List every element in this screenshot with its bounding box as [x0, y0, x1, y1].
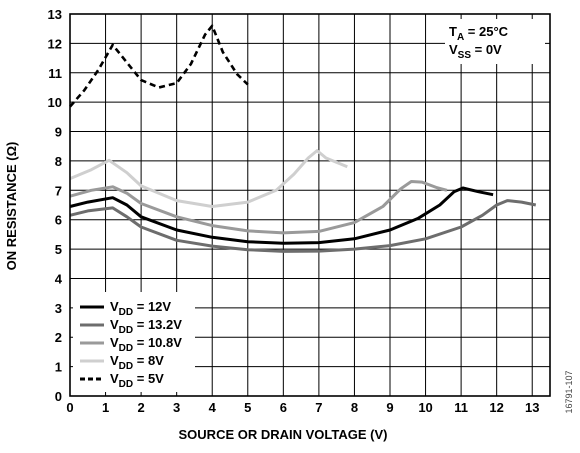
y-tick-label: 2 [55, 330, 62, 345]
x-tick-label: 4 [209, 400, 217, 415]
x-tick-label: 10 [418, 400, 432, 415]
x-tick-label: 8 [351, 400, 358, 415]
conditions-note-box [445, 19, 545, 64]
x-tick-labels: 0 1 2 3 4 5 6 7 8 9 10 11 12 13 [66, 400, 539, 415]
y-tick-label: 12 [48, 36, 62, 51]
y-axis-title: ON RESISTANCE (Ω) [4, 142, 19, 271]
y-tick-label: 8 [55, 154, 62, 169]
x-axis-title: SOURCE OR DRAIN VOLTAGE (V) [179, 427, 388, 442]
y-tick-label: 10 [48, 95, 62, 110]
x-tick-label: 3 [173, 400, 180, 415]
x-tick-label: 11 [454, 400, 468, 415]
figure-id: 16791-107 [564, 370, 574, 413]
legend-label: VDD = 12V [110, 299, 171, 318]
plot-frame [69, 13, 551, 397]
x-tick-label: 7 [315, 400, 322, 415]
y-tick-label: 7 [55, 183, 62, 198]
x-tick-label: 13 [525, 400, 539, 415]
x-tick-label: 5 [244, 400, 251, 415]
x-tick-label: 9 [386, 400, 393, 415]
temperature-note: TA = 25°C [449, 24, 509, 43]
y-tick-label: 13 [48, 7, 62, 22]
x-tick-label: 6 [280, 400, 287, 415]
y-tick-label: 9 [55, 125, 62, 140]
x-tick-label: 1 [102, 400, 109, 415]
legend-label: VDD = 13.2V [110, 317, 182, 336]
series-line-3 [69, 180, 448, 235]
conditions-note: TA = 25°C VSS = 0V [445, 19, 545, 64]
x-tick-label: 2 [137, 400, 144, 415]
legend-label: VDD = 8V [110, 353, 164, 372]
series-layer [69, 24, 537, 253]
x-tick-label: 12 [489, 400, 503, 415]
legend-label: VDD = 5V [110, 371, 164, 390]
y-tick-label: 6 [55, 213, 62, 228]
y-tick-label: 1 [55, 360, 62, 375]
vss-note: VSS = 0V [449, 42, 502, 61]
series-line-1 [69, 186, 494, 245]
y-tick-label: 11 [48, 66, 62, 81]
series-line-4 [69, 149, 348, 208]
y-tick-label: 3 [55, 301, 62, 316]
series-line-2 [69, 199, 537, 253]
y-tick-label: 5 [55, 242, 62, 257]
y-tick-label: 0 [55, 389, 62, 404]
series-line-5 [69, 24, 249, 108]
legend-label: VDD = 10.8V [110, 335, 182, 354]
x-tick-label: 0 [66, 400, 73, 415]
y-tick-label: 4 [55, 271, 63, 286]
